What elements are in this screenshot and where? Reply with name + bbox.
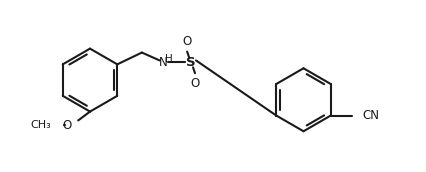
- Text: N: N: [159, 56, 168, 69]
- Text: O: O: [62, 119, 71, 132]
- Text: S: S: [186, 56, 196, 69]
- Text: H: H: [164, 54, 173, 64]
- Text: O: O: [190, 77, 200, 90]
- Text: CN: CN: [362, 109, 379, 122]
- Text: CH₃: CH₃: [30, 120, 51, 130]
- Text: O: O: [182, 35, 192, 48]
